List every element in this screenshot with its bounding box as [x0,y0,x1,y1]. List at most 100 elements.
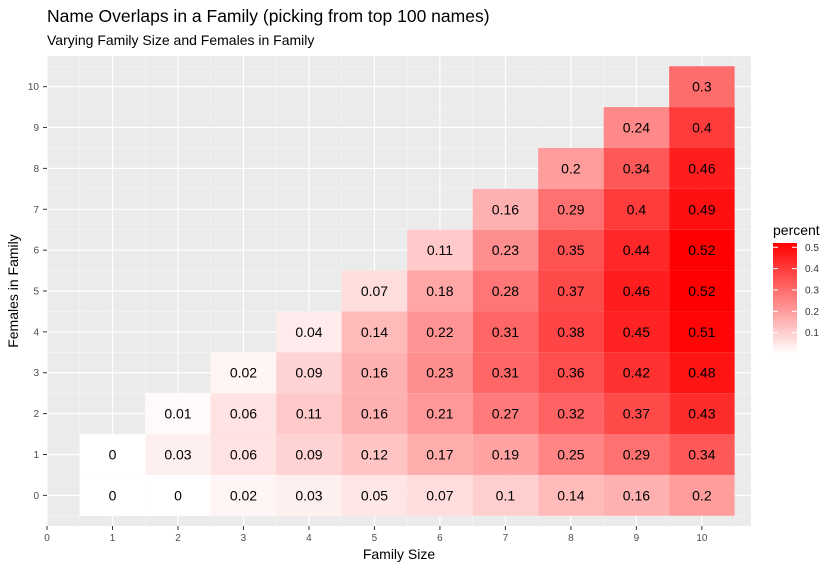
heatmap-tile [603,107,670,148]
x-tick-label: 8 [568,533,574,544]
x-tick-label: 2 [175,533,181,544]
cell-value-label: 0.04 [295,324,322,340]
heatmap-tile [472,474,539,516]
heatmap-tile [538,270,604,312]
cell-value-label: 0.14 [557,487,584,503]
heatmap-tile [538,434,604,475]
cell-value-label: 0.18 [426,283,453,299]
heatmap-tile [341,311,408,353]
y-tick-label: 1 [33,450,39,461]
y-tick-label: 5 [33,287,39,298]
heatmap-tile [538,188,604,230]
y-tick-label: 8 [33,164,39,175]
heatmap-tile [538,147,604,189]
heatmap-tile [669,434,735,475]
heatmap-tile [210,434,277,475]
cell-value-label: 0.36 [557,365,584,381]
heatmap-tile [603,229,670,271]
chart-title: Name Overlaps in a Family (picking from … [47,6,490,26]
heatmap-tile [407,352,473,394]
x-tick-label: 4 [306,533,312,544]
cell-value-label: 0.09 [295,446,322,462]
cell-value-label: 0.35 [557,242,584,258]
cell-value-label: 0.52 [688,283,715,299]
y-tick-label: 10 [28,82,40,93]
cell-value-label: 0.12 [361,446,388,462]
heatmap-tile [669,393,735,435]
cell-value-label: 0.45 [623,324,650,340]
cell-value-label: 0.38 [557,324,584,340]
cell-value-label: 0.16 [623,487,650,503]
heatmap-tile [407,270,473,312]
heatmap-tile [407,474,473,516]
cell-value-label: 0.49 [688,201,715,217]
heatmap-tile [538,311,604,353]
cell-value-label: 0.11 [296,406,322,422]
cell-value-label: 0.29 [557,201,584,217]
cell-value-label: 0.25 [557,446,584,462]
heatmap-tile [341,270,408,312]
x-tick-label: 10 [696,533,708,544]
y-tick-label: 0 [33,491,39,502]
legend: percent 0.1 0.2 0.3 0.4 0.5 [773,222,820,354]
cell-labels: 0 0 0 0.03 0.01 0.02 0.06 0.06 0.02 0.03 0.09 0.11 0… [109,79,716,504]
y-tick-label: 7 [33,205,39,216]
legend-title: percent [773,222,820,238]
cell-value-label: 0.03 [164,446,191,462]
cell-value-label: 0.09 [295,365,322,381]
heatmap-tile [538,352,604,394]
heatmap-tile [341,434,408,475]
cell-value-label: 0.43 [688,406,715,422]
chart-subtitle: Varying Family Size and Females in Famil… [47,32,314,48]
cell-value-label: 0.11 [427,242,453,258]
cell-value-label: 0.07 [361,283,388,299]
cell-value-label: 0.31 [492,324,519,340]
heatmap-tile [603,147,670,189]
y-tick-label: 6 [33,246,39,257]
legend-tick-label: 0.4 [805,264,819,275]
cell-value-label: 0 [109,446,117,462]
heatmap-tile [276,311,342,353]
cell-value-label: 0.46 [623,283,650,299]
heatmap-tile [407,434,473,475]
heatmap-tile [669,147,735,189]
cell-value-label: 0.3 [692,79,712,95]
cell-value-label: 0.51 [688,324,715,340]
heatmap-tiles [79,66,735,516]
legend-tick-label: 0.1 [805,328,819,339]
heatmap-tile [145,393,211,435]
cell-value-label: 0.19 [492,446,519,462]
heatmap-tile [472,270,539,312]
heatmap-tile [603,270,670,312]
heatmap-tile [669,66,735,108]
cell-value-label: 0.22 [426,324,453,340]
heatmap-tile [603,393,670,435]
heatmap-tile [341,474,408,516]
legend-tick-label: 0.3 [805,285,819,296]
heatmap-tile [276,474,342,516]
cell-value-label: 0.46 [688,160,715,176]
cell-value-label: 0.32 [557,406,584,422]
heatmap-tile [79,474,146,516]
heatmap-tile [603,352,670,394]
cell-value-label: 0.34 [688,446,715,462]
heatmap-tile [276,434,342,475]
cell-value-label: 0.06 [230,446,257,462]
cell-value-label: 0.16 [492,201,519,217]
cell-value-label: 0.23 [492,242,519,258]
x-tick-label: 9 [634,533,640,544]
y-tick-label: 4 [33,327,39,338]
heatmap-tile [79,434,146,475]
heatmap-tile [145,474,211,516]
legend-colorbar [773,243,797,354]
cell-value-label: 0.01 [164,406,191,422]
y-axis: 0 1 2 3 4 5 6 7 8 9 10 [28,82,47,502]
y-tick-label: 9 [33,123,39,134]
legend-tick-label: 0.2 [805,307,819,318]
heatmap-tile [276,352,342,394]
heatmap-tile [472,311,539,353]
cell-value-label: 0.06 [230,406,257,422]
cell-value-label: 0.44 [623,242,650,258]
cell-value-label: 0.14 [361,324,388,340]
